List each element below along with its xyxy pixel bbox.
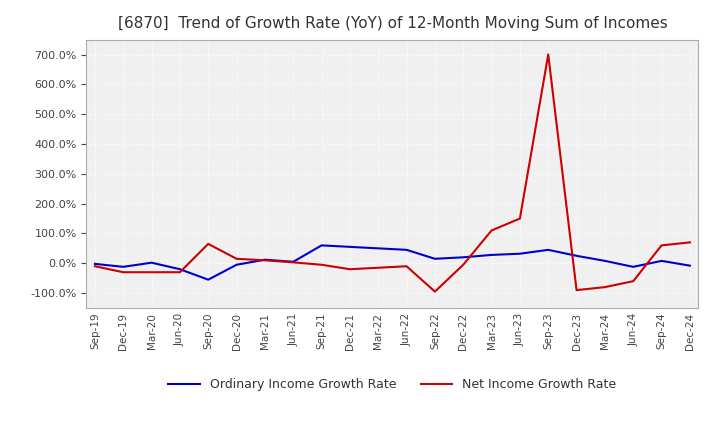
Net Income Growth Rate — [459, 262, 467, 268]
Net Income Growth Rate — [91, 264, 99, 269]
Net Income Growth Rate — [148, 270, 156, 275]
Ordinary Income Growth Rate — [346, 244, 354, 249]
Legend: Ordinary Income Growth Rate, Net Income Growth Rate: Ordinary Income Growth Rate, Net Income … — [163, 373, 621, 396]
Ordinary Income Growth Rate — [289, 259, 297, 264]
Ordinary Income Growth Rate — [600, 258, 609, 264]
Ordinary Income Growth Rate — [318, 243, 326, 248]
Net Income Growth Rate — [261, 258, 269, 263]
Ordinary Income Growth Rate — [685, 263, 694, 268]
Ordinary Income Growth Rate — [487, 252, 496, 257]
Ordinary Income Growth Rate — [629, 264, 637, 269]
Ordinary Income Growth Rate — [657, 258, 666, 264]
Net Income Growth Rate — [516, 216, 524, 221]
Net Income Growth Rate — [600, 285, 609, 290]
Net Income Growth Rate — [318, 262, 326, 268]
Ordinary Income Growth Rate — [572, 253, 581, 258]
Line: Ordinary Income Growth Rate: Ordinary Income Growth Rate — [95, 246, 690, 280]
Ordinary Income Growth Rate — [459, 255, 467, 260]
Title: [6870]  Trend of Growth Rate (YoY) of 12-Month Moving Sum of Incomes: [6870] Trend of Growth Rate (YoY) of 12-… — [117, 16, 667, 32]
Ordinary Income Growth Rate — [402, 247, 411, 253]
Net Income Growth Rate — [233, 256, 241, 261]
Ordinary Income Growth Rate — [374, 246, 382, 251]
Net Income Growth Rate — [685, 240, 694, 245]
Net Income Growth Rate — [289, 260, 297, 265]
Ordinary Income Growth Rate — [204, 277, 212, 282]
Net Income Growth Rate — [346, 267, 354, 272]
Net Income Growth Rate — [544, 52, 552, 57]
Net Income Growth Rate — [572, 287, 581, 293]
Ordinary Income Growth Rate — [544, 247, 552, 253]
Ordinary Income Growth Rate — [261, 257, 269, 262]
Net Income Growth Rate — [402, 264, 411, 269]
Line: Net Income Growth Rate: Net Income Growth Rate — [95, 55, 690, 292]
Net Income Growth Rate — [119, 270, 127, 275]
Net Income Growth Rate — [657, 243, 666, 248]
Net Income Growth Rate — [431, 289, 439, 294]
Net Income Growth Rate — [374, 265, 382, 270]
Ordinary Income Growth Rate — [233, 262, 241, 268]
Ordinary Income Growth Rate — [119, 264, 127, 269]
Net Income Growth Rate — [629, 279, 637, 284]
Net Income Growth Rate — [487, 228, 496, 233]
Ordinary Income Growth Rate — [431, 256, 439, 261]
Net Income Growth Rate — [176, 270, 184, 275]
Ordinary Income Growth Rate — [516, 251, 524, 257]
Net Income Growth Rate — [204, 241, 212, 246]
Ordinary Income Growth Rate — [176, 267, 184, 272]
Ordinary Income Growth Rate — [91, 261, 99, 267]
Ordinary Income Growth Rate — [148, 260, 156, 265]
